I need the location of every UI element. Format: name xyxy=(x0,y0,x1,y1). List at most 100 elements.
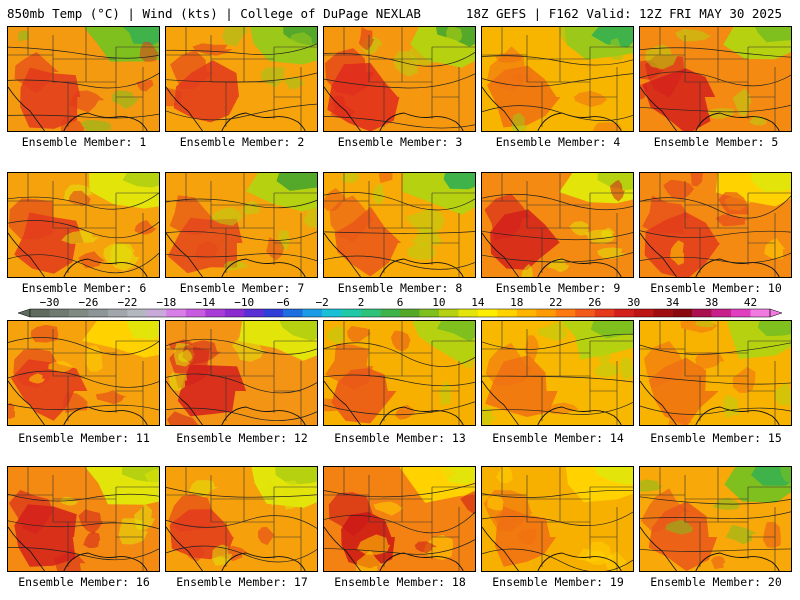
colorbar-tick-label: 2 xyxy=(357,296,365,309)
ensemble-panel xyxy=(323,320,476,426)
gulf-coastline xyxy=(221,552,306,571)
temperature-contour-patch xyxy=(356,550,383,571)
height-contour-line xyxy=(166,515,317,529)
height-contour-line xyxy=(166,72,317,83)
cold-region xyxy=(754,27,791,43)
cold-region xyxy=(593,467,633,485)
ensemble-panel xyxy=(639,172,792,278)
temperature-contour-patch xyxy=(601,227,615,239)
mexico-coastline xyxy=(640,380,678,425)
temperature-field-map xyxy=(8,467,159,571)
height-contour-line xyxy=(166,407,317,421)
warm-region xyxy=(13,348,60,388)
colorbar-bin xyxy=(49,309,70,317)
ensemble-member-label: Ensemble Member: 7 xyxy=(179,281,305,295)
height-contour-line xyxy=(324,401,475,416)
temperature-field-map xyxy=(640,173,791,277)
temperature-field-map xyxy=(482,173,633,277)
temperature-contour-patch xyxy=(8,402,15,419)
colorbar-bin xyxy=(711,309,732,317)
gulf-coastline xyxy=(221,112,306,131)
height-contour-line xyxy=(8,192,159,210)
mexico-coastline xyxy=(166,232,204,277)
colorbar-bin xyxy=(672,309,693,317)
gulf-coastline xyxy=(379,258,464,277)
temperature-contour-patch xyxy=(133,504,155,531)
ensemble-member-label: Ensemble Member: 18 xyxy=(334,575,466,589)
colorbar-bin xyxy=(458,309,479,317)
temperature-contour-patch xyxy=(545,402,580,415)
height-contour-line xyxy=(324,231,475,234)
colorbar-bin xyxy=(263,309,284,317)
temperature-contour-patch xyxy=(594,362,621,377)
height-contour-line xyxy=(166,198,317,209)
temperature-contour-patch xyxy=(169,372,187,391)
temperature-contour-patch xyxy=(597,346,613,364)
temperature-contour-patch xyxy=(373,501,404,516)
temperature-contour-patch xyxy=(111,90,140,109)
temperature-contour-patch xyxy=(78,509,104,534)
height-contour-line xyxy=(482,193,633,211)
colorbar-bin xyxy=(750,309,771,317)
colorbar-bin xyxy=(224,309,245,317)
colorbar-tick-label: 38 xyxy=(704,296,719,309)
temperature-contour-patch xyxy=(83,532,101,548)
temperature-contour-patch xyxy=(496,467,513,484)
ensemble-panel xyxy=(481,320,634,426)
mexico-coastline xyxy=(640,86,678,131)
temperature-contour-patch xyxy=(482,406,497,425)
height-contour-line xyxy=(640,511,791,520)
temperature-contour-patch xyxy=(332,95,347,109)
temperature-contour-patch xyxy=(187,544,206,562)
cold-region xyxy=(279,321,317,341)
colorbar-bin xyxy=(653,309,673,317)
temperature-contour-patch xyxy=(779,467,791,483)
temperature-contour-patch xyxy=(356,534,391,555)
temperature-contour-patch xyxy=(711,555,726,570)
colorbar-bin xyxy=(244,309,264,317)
colorbar-tick-label: −18 xyxy=(156,296,177,309)
ensemble-member-label: Ensemble Member: 5 xyxy=(653,135,779,149)
height-contour-line xyxy=(324,511,475,534)
cold-region xyxy=(122,173,159,188)
warm-region xyxy=(8,489,54,535)
warm-region xyxy=(640,488,691,533)
temperature-contour-patch xyxy=(17,30,30,42)
temperature-contour-patch xyxy=(340,173,360,184)
warm-region xyxy=(14,51,59,94)
height-contour-line xyxy=(482,252,633,263)
mexico-coastline xyxy=(166,86,204,131)
temperature-contour-patch xyxy=(775,382,791,406)
cold-region xyxy=(750,173,791,192)
temperature-field-map xyxy=(8,321,159,425)
temperature-field-map xyxy=(640,321,791,425)
warm-region xyxy=(328,492,373,537)
temperature-contour-patch xyxy=(372,183,385,205)
mexico-coastline xyxy=(166,526,204,571)
ensemble-panel xyxy=(7,320,160,426)
height-contour-line xyxy=(8,547,159,561)
temperature-contour-patch xyxy=(224,260,249,271)
gulf-coastline xyxy=(379,112,464,131)
temperature-field-map xyxy=(324,467,475,571)
colorbar-tick-label: −26 xyxy=(78,296,99,309)
temperature-contour-patch xyxy=(61,230,99,244)
mexico-coastline xyxy=(8,86,46,131)
temperature-field-map xyxy=(324,321,475,425)
cold-region xyxy=(126,321,159,340)
temperature-contour-patch xyxy=(221,27,248,46)
height-contour-line xyxy=(482,490,633,498)
colorbar-tick-label: 6 xyxy=(396,296,404,309)
temperature-contour-patch xyxy=(212,544,233,566)
temperature-contour-patch xyxy=(609,38,623,61)
temperature-contour-patch xyxy=(576,548,607,562)
temperature-contour-patch xyxy=(68,90,105,113)
height-contour-line xyxy=(640,548,791,552)
temperature-contour-patch xyxy=(518,529,538,545)
temperature-contour-patch xyxy=(460,348,475,369)
warm-region xyxy=(324,48,375,96)
ensemble-panel xyxy=(165,320,318,426)
gulf-coastline xyxy=(63,552,148,571)
colorbar-bin xyxy=(633,309,654,317)
height-contour-line xyxy=(8,337,159,356)
